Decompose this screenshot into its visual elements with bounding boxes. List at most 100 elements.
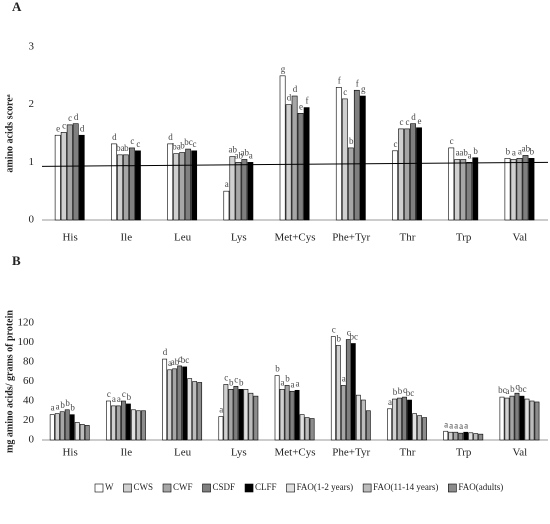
bar (167, 143, 174, 221)
bar (187, 378, 193, 441)
data-label: c (515, 381, 519, 391)
data-label: bc (184, 137, 193, 147)
bar (177, 365, 183, 441)
legend-label: CSDF (213, 482, 236, 492)
data-label: c (122, 389, 126, 399)
data-label: a (388, 397, 392, 407)
bar (412, 413, 417, 441)
data-label: c (450, 136, 454, 146)
bar (162, 358, 168, 441)
bar (392, 398, 397, 441)
bar (223, 384, 229, 441)
data-label: a (449, 420, 453, 430)
bar (279, 75, 286, 221)
bar (136, 410, 141, 441)
bar (123, 154, 129, 221)
bar (410, 123, 416, 221)
data-label: c (107, 389, 111, 399)
bar (185, 148, 192, 221)
data-label: g (361, 84, 366, 94)
bar (402, 396, 407, 441)
data-label: e (56, 123, 60, 133)
data-label: b (70, 403, 75, 413)
bar (355, 394, 361, 441)
bar (111, 405, 116, 441)
bar (309, 418, 315, 441)
y-tick-label: 0 (29, 214, 35, 226)
bar (347, 147, 354, 221)
bar (398, 128, 404, 221)
bar (131, 409, 136, 441)
data-label: e (417, 116, 421, 126)
bar (304, 417, 310, 441)
bar (350, 343, 356, 441)
data-label: a (51, 403, 55, 413)
bar (417, 415, 422, 441)
x-tick-label: Leu (174, 447, 192, 459)
bar (294, 389, 300, 441)
legend-swatch (202, 483, 211, 493)
data-label: c (405, 117, 409, 127)
data-label: b (127, 392, 132, 402)
bar (223, 190, 230, 221)
data-label: b (530, 146, 535, 156)
bar (522, 155, 529, 221)
bar (111, 143, 117, 221)
x-tick-label: Leu (174, 232, 192, 244)
data-label: a (56, 402, 60, 412)
data-label: d (287, 93, 292, 103)
bar (330, 336, 336, 441)
data-label: a (512, 148, 516, 158)
data-label: a (444, 419, 448, 429)
bar (49, 414, 55, 441)
bar (448, 147, 455, 221)
x-tick-label: Phe+Tyr (332, 447, 370, 459)
data-label: c (234, 374, 238, 384)
bar (228, 388, 234, 441)
data-label: c (62, 120, 66, 130)
bar (182, 366, 188, 441)
data-label: b (506, 146, 511, 156)
bar (74, 422, 80, 441)
y-tick-label: 20 (23, 414, 35, 426)
data-label: bc (498, 385, 507, 395)
x-tick-label: Val (513, 232, 528, 244)
bar (454, 159, 461, 221)
data-label: a (296, 378, 300, 388)
data-label: bc (349, 332, 358, 342)
bar (79, 424, 85, 441)
data-label: e (299, 101, 303, 111)
bar (121, 400, 126, 441)
data-label: ba (116, 143, 125, 153)
data-label: a (281, 377, 285, 387)
bar (443, 430, 449, 441)
bar (167, 369, 173, 441)
bar (141, 410, 146, 441)
x-tick-label: Trp (456, 447, 472, 459)
y-tick-label: 40 (23, 395, 35, 407)
bar (514, 392, 520, 441)
bar (345, 339, 351, 441)
data-label: a (456, 148, 460, 158)
bar (218, 416, 224, 441)
data-label: d (293, 84, 298, 94)
data-label: b (229, 377, 234, 387)
bar (59, 411, 65, 441)
bar (504, 397, 510, 441)
data-label: b (393, 387, 398, 397)
bar (458, 432, 464, 441)
bar (285, 104, 292, 221)
bar (353, 89, 360, 221)
x-tick-label: Val (513, 447, 528, 459)
data-label: c (393, 139, 397, 149)
bar (66, 124, 73, 221)
bar (233, 386, 239, 441)
bar (284, 385, 290, 441)
bar (248, 392, 254, 441)
x-tick-label: Met+Cys (274, 232, 315, 244)
bar (241, 159, 248, 221)
x-tick-label: Ile (121, 447, 133, 459)
data-label: d (168, 132, 173, 142)
bar (117, 154, 123, 221)
y-tick-label: 100 (18, 336, 35, 348)
